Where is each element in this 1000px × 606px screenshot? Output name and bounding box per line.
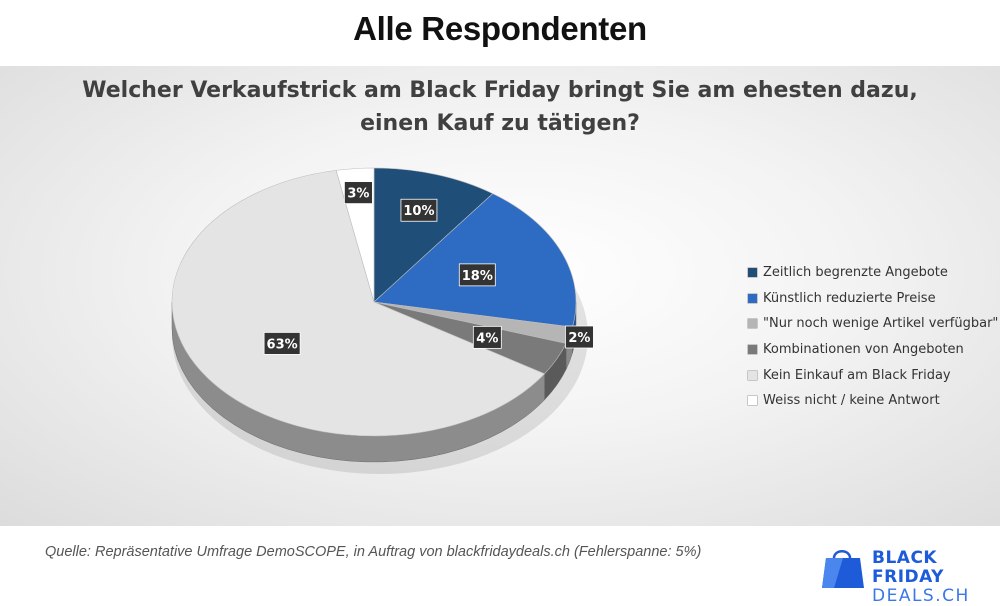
legend-label: Weiss nicht / keine Antwort [763, 393, 940, 409]
legend-label: "Nur noch wenige Artikel verfügbar" [763, 316, 999, 332]
data-label-text: 4% [476, 331, 498, 346]
legend-swatch [748, 268, 757, 278]
legend-swatch [748, 345, 757, 355]
brand-line-2: DEALS.CH [872, 586, 970, 606]
legend-item: Kein Einkauf am Black Friday [748, 362, 998, 388]
source-note: Quelle: Repräsentative Umfrage DemoSCOPE… [45, 544, 702, 560]
legend-label: Künstlich reduzierte Preise [763, 290, 936, 306]
chart-title-line-1: Welcher Verkaufstrick am Black Friday br… [82, 78, 918, 103]
legend-swatch [748, 293, 757, 303]
page-title: Alle Respondenten [353, 10, 647, 47]
data-label-box [263, 332, 301, 355]
data-label: 10% [400, 198, 438, 222]
legend-swatch [748, 319, 757, 329]
chart-panel: Welcher Verkaufstrick am Black Friday br… [0, 66, 1000, 526]
data-label-text: 10% [403, 204, 434, 219]
pie-chart: 10% 18% 2% 4% 63% 3% [171, 167, 594, 474]
legend-label: Kombinationen von Angeboten [763, 342, 964, 358]
shopping-bag-icon [822, 550, 864, 588]
data-label-box [472, 325, 502, 349]
legend-swatch [748, 370, 757, 380]
data-label-box [400, 198, 438, 222]
data-label-text: 63% [267, 337, 298, 352]
pie-slice [171, 170, 546, 437]
data-label: 4% [472, 325, 502, 349]
legend-label: Kein Einkauf am Black Friday [763, 367, 951, 383]
chart-title: Welcher Verkaufstrick am Black Friday br… [0, 74, 1000, 140]
data-label-box [344, 181, 373, 205]
data-label: 3% [344, 181, 373, 205]
legend-item: Künstlich reduzierte Preise [748, 286, 998, 312]
data-label-text: 18% [462, 269, 493, 284]
legend-label: Zeitlich begrenzte Angebote [763, 265, 948, 281]
brand-line-1: BLACK FRIDAY [872, 548, 944, 587]
data-label: 18% [458, 263, 496, 287]
data-label-text: 2% [568, 331, 590, 346]
pie-slice [373, 193, 577, 328]
data-label: 63% [263, 332, 301, 355]
legend-item: Zeitlich begrenzte Angebote [748, 260, 998, 286]
data-label: 2% [565, 325, 594, 349]
data-label-text: 3% [347, 187, 369, 202]
data-label-box [565, 325, 594, 349]
brand-logo[interactable]: BLACK FRIDAY DEALS.CH [820, 546, 995, 606]
legend-item: Weiss nicht / keine Antwort [748, 388, 998, 414]
legend-swatch [748, 396, 757, 406]
legend-item: "Nur noch wenige Artikel verfügbar" [748, 311, 998, 337]
chart-legend: Zeitlich begrenzte Angebote Künstlich red… [748, 260, 998, 414]
brand-name: BLACK FRIDAY DEALS.CH [872, 549, 995, 606]
chart-title-line-2: einen Kauf zu tätigen? [360, 111, 640, 136]
legend-item: Kombinationen von Angeboten [748, 337, 998, 363]
data-label-box [458, 263, 496, 287]
